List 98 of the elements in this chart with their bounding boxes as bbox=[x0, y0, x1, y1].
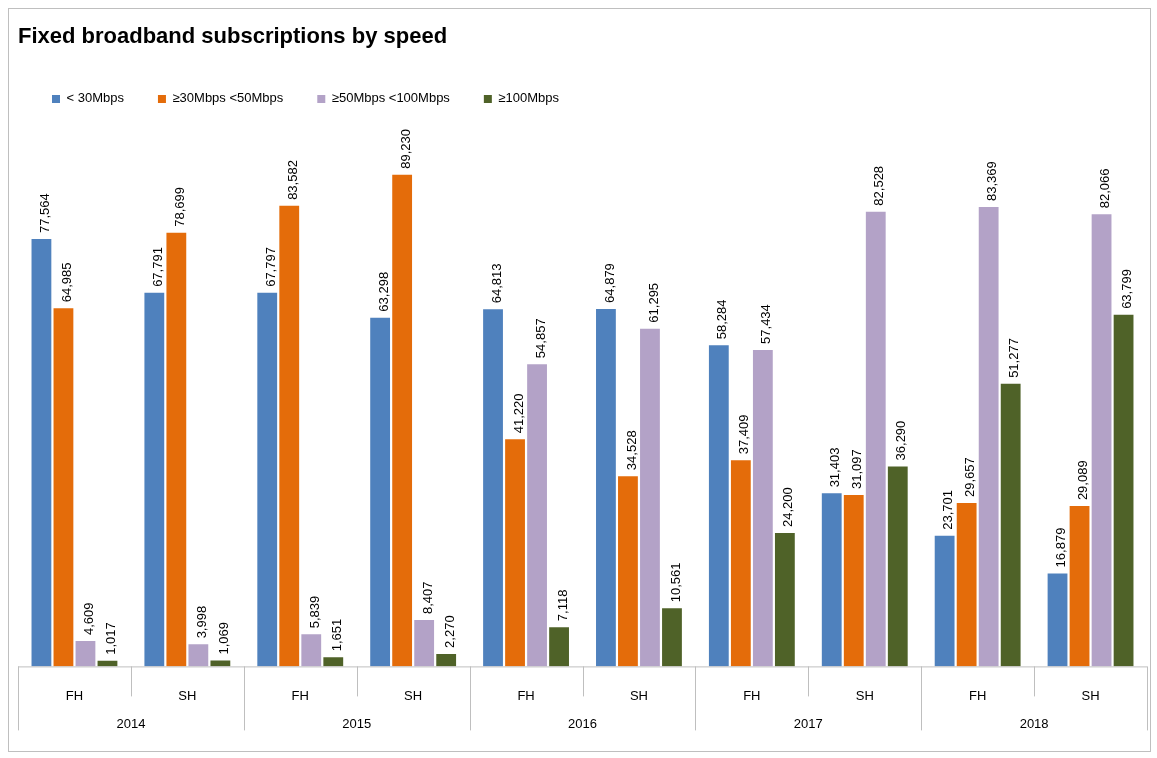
bar bbox=[887, 466, 908, 667]
bar bbox=[505, 439, 525, 667]
text: 2016 bbox=[568, 715, 597, 731]
text: 2015 bbox=[342, 715, 372, 731]
chart-title: Fixed broadband subscriptions by speed bbox=[18, 23, 448, 49]
legend-label: < 30Mbps bbox=[66, 90, 125, 106]
bar bbox=[279, 205, 300, 667]
bar bbox=[730, 460, 751, 667]
x-tick-label: SH bbox=[404, 687, 423, 703]
data-label: 24,200 bbox=[780, 487, 796, 528]
data-label: 64,879 bbox=[601, 263, 617, 303]
x-tick-label: SH bbox=[629, 687, 648, 703]
data-label: 10,561 bbox=[667, 562, 683, 603]
bar bbox=[1113, 314, 1134, 667]
bar bbox=[662, 608, 682, 667]
bar bbox=[527, 364, 547, 667]
data-label: 31,097 bbox=[849, 449, 865, 490]
data-label: 29,089 bbox=[1075, 460, 1091, 501]
x-tick-label: FH bbox=[65, 687, 84, 703]
legend-label: ≥100Mbps bbox=[498, 90, 560, 106]
data-label: 2,270 bbox=[441, 615, 457, 648]
bar bbox=[843, 495, 864, 667]
legend-label: ≥30Mbps <50Mbps bbox=[172, 90, 284, 106]
bar bbox=[1069, 506, 1090, 667]
legend-label: ≥50Mbps <100Mbps bbox=[331, 90, 451, 106]
bar bbox=[618, 476, 638, 667]
bar bbox=[392, 174, 413, 667]
data-label: 41,220 bbox=[510, 393, 526, 434]
bar bbox=[640, 328, 660, 667]
data-label: 1,069 bbox=[215, 621, 231, 655]
data-label: 82,528 bbox=[871, 165, 887, 206]
text: 2018 bbox=[1019, 715, 1049, 731]
bar bbox=[483, 309, 503, 667]
data-label: 67,797 bbox=[262, 247, 278, 287]
x-tick-label: FH bbox=[291, 687, 309, 703]
data-label: 83,369 bbox=[984, 161, 1000, 202]
x-tick-label: SH bbox=[855, 687, 874, 703]
bar bbox=[956, 502, 977, 667]
bar bbox=[31, 239, 52, 667]
data-label: 67,791 bbox=[149, 247, 165, 287]
bar bbox=[978, 207, 999, 667]
text: 2017 bbox=[793, 715, 823, 731]
data-label: 34,528 bbox=[623, 430, 639, 471]
data-label: 4,609 bbox=[81, 602, 97, 635]
bar bbox=[865, 211, 886, 667]
data-label: 63,799 bbox=[1119, 269, 1135, 309]
data-label: 64,813 bbox=[488, 263, 504, 304]
bar bbox=[414, 620, 435, 667]
data-label: 29,657 bbox=[962, 457, 978, 497]
data-label: 23,701 bbox=[940, 490, 956, 530]
bar bbox=[549, 627, 569, 667]
bar bbox=[75, 641, 96, 667]
data-label: 58,284 bbox=[714, 299, 730, 340]
bar bbox=[596, 308, 616, 667]
bar bbox=[1000, 383, 1021, 667]
text: 2014 bbox=[116, 715, 146, 731]
x-tick-label: SH bbox=[1081, 687, 1100, 703]
data-label: 31,403 bbox=[827, 447, 843, 488]
data-label: 89,230 bbox=[397, 128, 413, 169]
bar bbox=[1091, 214, 1112, 667]
bar bbox=[774, 533, 795, 667]
x-tick-label: FH bbox=[743, 687, 761, 703]
bar bbox=[752, 349, 773, 667]
data-label: 1,651 bbox=[328, 618, 344, 652]
x-tick-label: SH bbox=[178, 687, 197, 703]
bar bbox=[934, 535, 955, 667]
data-label: 36,290 bbox=[893, 420, 909, 461]
bar bbox=[301, 634, 322, 667]
data-label: 82,066 bbox=[1097, 168, 1113, 209]
bar bbox=[257, 292, 278, 667]
data-label: 3,998 bbox=[193, 605, 209, 639]
bar bbox=[708, 345, 729, 667]
data-label: 64,985 bbox=[59, 262, 75, 303]
bar bbox=[166, 232, 187, 667]
bar bbox=[323, 657, 344, 667]
data-label: 54,857 bbox=[532, 318, 548, 359]
data-label: 78,699 bbox=[171, 187, 187, 227]
data-label: 37,409 bbox=[736, 414, 752, 455]
data-label: 5,839 bbox=[306, 595, 322, 629]
bar bbox=[188, 644, 209, 667]
data-label: 16,879 bbox=[1053, 527, 1069, 568]
bar bbox=[1047, 573, 1068, 667]
x-tick-label: FH bbox=[517, 687, 535, 703]
data-label: 61,295 bbox=[645, 282, 661, 323]
data-label: 8,407 bbox=[419, 581, 435, 615]
data-label: 63,298 bbox=[375, 271, 391, 312]
data-label: 83,582 bbox=[284, 160, 300, 200]
bar bbox=[144, 292, 165, 667]
data-label: 1,017 bbox=[103, 622, 119, 655]
bar bbox=[821, 493, 842, 667]
data-label: 51,277 bbox=[1006, 338, 1022, 378]
x-tick-label: FH bbox=[968, 687, 987, 703]
bar bbox=[436, 653, 457, 667]
data-label: 77,564 bbox=[37, 193, 52, 234]
bar bbox=[53, 308, 74, 667]
bar bbox=[370, 317, 391, 667]
data-label: 57,434 bbox=[758, 304, 774, 344]
data-label: 7,118 bbox=[554, 589, 570, 622]
